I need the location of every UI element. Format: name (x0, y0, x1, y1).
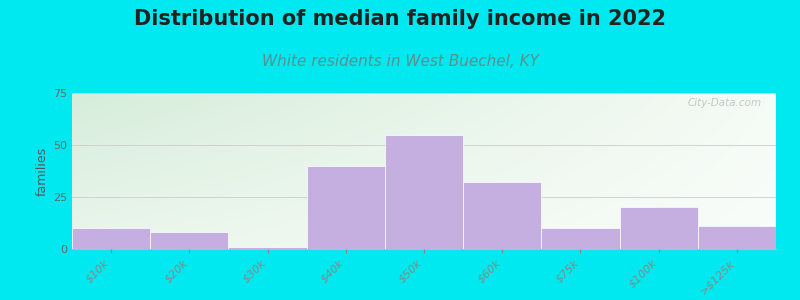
Bar (229, 247, 306, 249)
Text: City-Data.com: City-Data.com (688, 98, 762, 108)
Bar (306, 166, 385, 249)
Bar (619, 207, 698, 249)
Text: Distribution of median family income in 2022: Distribution of median family income in … (134, 9, 666, 29)
Bar (385, 135, 463, 249)
Bar (698, 226, 776, 249)
Y-axis label: families: families (36, 146, 49, 196)
Text: White residents in West Buechel, KY: White residents in West Buechel, KY (262, 54, 538, 69)
Bar (72, 228, 150, 249)
Bar (150, 232, 229, 249)
Bar (542, 228, 619, 249)
Bar (463, 182, 542, 249)
